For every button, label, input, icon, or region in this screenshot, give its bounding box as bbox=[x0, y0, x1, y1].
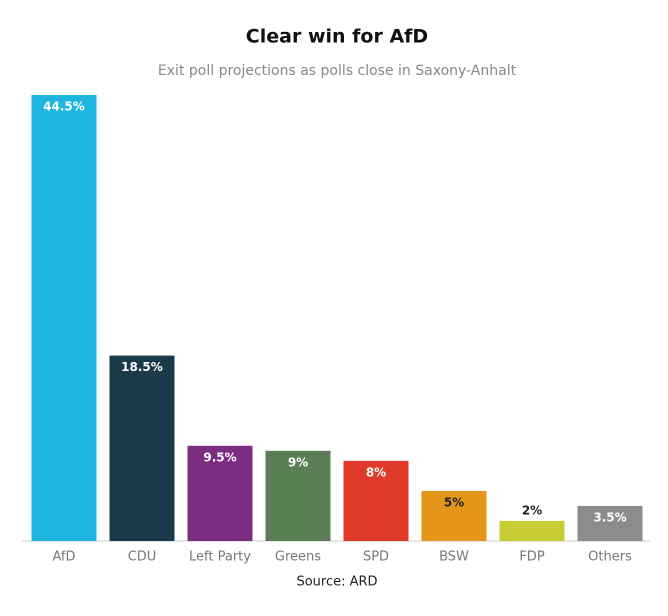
value-label: 44.5% bbox=[43, 100, 85, 114]
value-label: 3.5% bbox=[593, 510, 626, 524]
x-tick-label: SPD bbox=[363, 550, 389, 565]
x-tick-label: CDU bbox=[128, 550, 157, 565]
value-label: 9% bbox=[288, 455, 308, 469]
bar bbox=[577, 505, 643, 541]
value-label: 2% bbox=[522, 503, 542, 517]
value-label: 9.5% bbox=[203, 450, 236, 464]
x-tick-label: AfD bbox=[52, 550, 75, 565]
bar bbox=[499, 520, 565, 541]
bar bbox=[421, 490, 487, 541]
source: Source: ARD bbox=[296, 575, 377, 590]
bar bbox=[343, 460, 409, 541]
chart-title: Clear win for AfD bbox=[246, 26, 428, 48]
x-tick-label: Others bbox=[588, 550, 632, 565]
x-tick-label: BSW bbox=[439, 550, 469, 565]
bar bbox=[265, 450, 331, 541]
value-label: 5% bbox=[444, 495, 464, 509]
value-label: 8% bbox=[366, 465, 386, 479]
x-tick-label: Left Party bbox=[189, 550, 251, 565]
value-label: 18.5% bbox=[121, 360, 163, 374]
x-tick-label: Greens bbox=[275, 550, 321, 565]
chart-subtitle: Exit poll projections as polls close in … bbox=[158, 63, 517, 79]
x-tick-label: FDP bbox=[519, 550, 544, 565]
bar bbox=[187, 445, 253, 541]
bar bbox=[109, 355, 175, 541]
bar bbox=[31, 95, 97, 541]
